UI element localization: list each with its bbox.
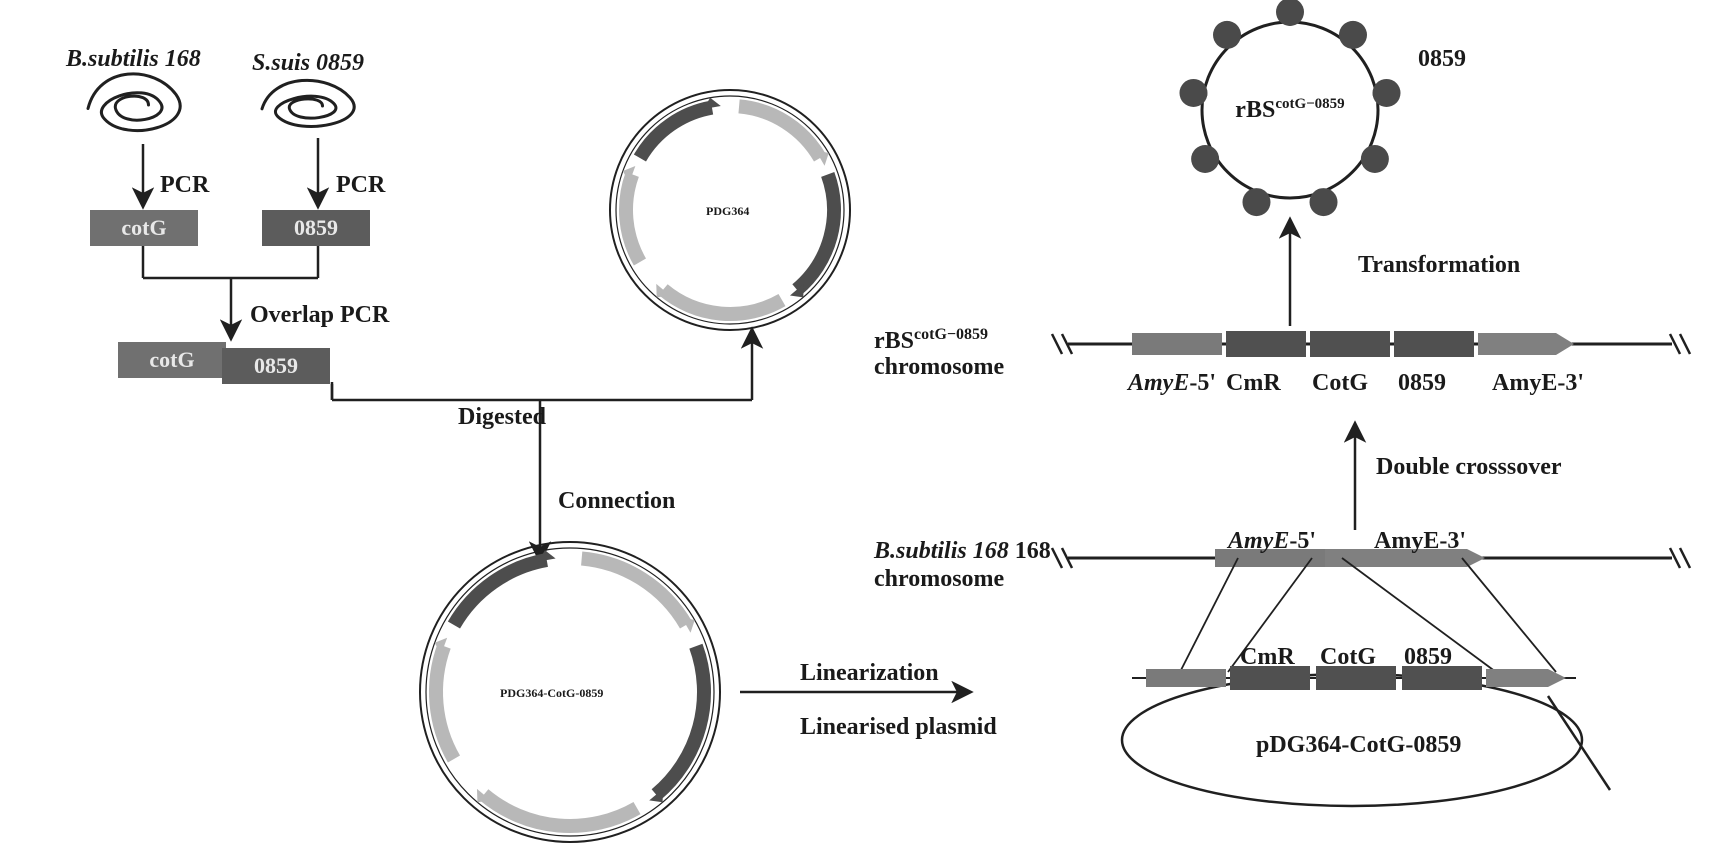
label-linearised-plasmid: Linearised plasmid <box>800 714 997 741</box>
label-rbs-chrom: rBScotG−0859 <box>874 326 988 355</box>
label-plasmid-pdg364-cotg-0859: PDG364-CotG-0859 <box>500 686 603 701</box>
label-overlap-pcr: Overlap PCR <box>250 302 389 329</box>
label-plasmid-pdg364: PDG364 <box>706 204 749 219</box>
label-rbs-chrom-line2: chromosome <box>874 354 1004 381</box>
label-cmr: CmR <box>1226 370 1281 397</box>
spore-center-label: rBScotG−0859 <box>1190 96 1390 124</box>
label-0859-plasmid: 0859 <box>1404 644 1452 671</box>
label-linearization: Linearization <box>800 660 939 687</box>
label-bsubtilis-chrom-2: chromosome <box>874 566 1004 593</box>
label-amye5: AmyE-5' <box>1128 370 1216 397</box>
g0859-box: 0859 <box>262 210 370 246</box>
label-cmr-plasmid: CmR <box>1240 644 1295 671</box>
label-connection: Connection <box>558 488 675 515</box>
label-pcr-2: PCR <box>336 172 385 199</box>
label-amye3-bsub: AmyE-3' <box>1374 528 1466 555</box>
label-cotg-upper: CotG <box>1312 370 1368 397</box>
label-amye3: AmyE-3' <box>1492 370 1584 397</box>
fused-cotg-box: cotG <box>118 342 226 378</box>
label-spore-0859: 0859 <box>1418 46 1466 73</box>
label-amye5-bsub: AmyE-5' <box>1228 528 1316 555</box>
label-bsubtilis-168: B.subtilis 168 <box>66 46 201 73</box>
label-double-crossover: Double crosssover <box>1376 454 1562 481</box>
cotg-box: cotG <box>90 210 198 246</box>
label-cotg-plasmid: CotG <box>1320 644 1376 671</box>
label-pdg364-cotg-0859: pDG364-CotG-0859 <box>1256 732 1461 759</box>
label-transformation: Transformation <box>1358 252 1520 279</box>
label-0859: 0859 <box>1398 370 1446 397</box>
label-digested: Digested <box>458 404 546 431</box>
fused-0859-box: 0859 <box>222 348 330 384</box>
label-bsubtilis-chrom-1: B.subtilis 168 168 <box>874 538 1051 565</box>
label-pcr-1: PCR <box>160 172 209 199</box>
label-ssuis-0859: S.suis 0859 <box>252 50 364 77</box>
